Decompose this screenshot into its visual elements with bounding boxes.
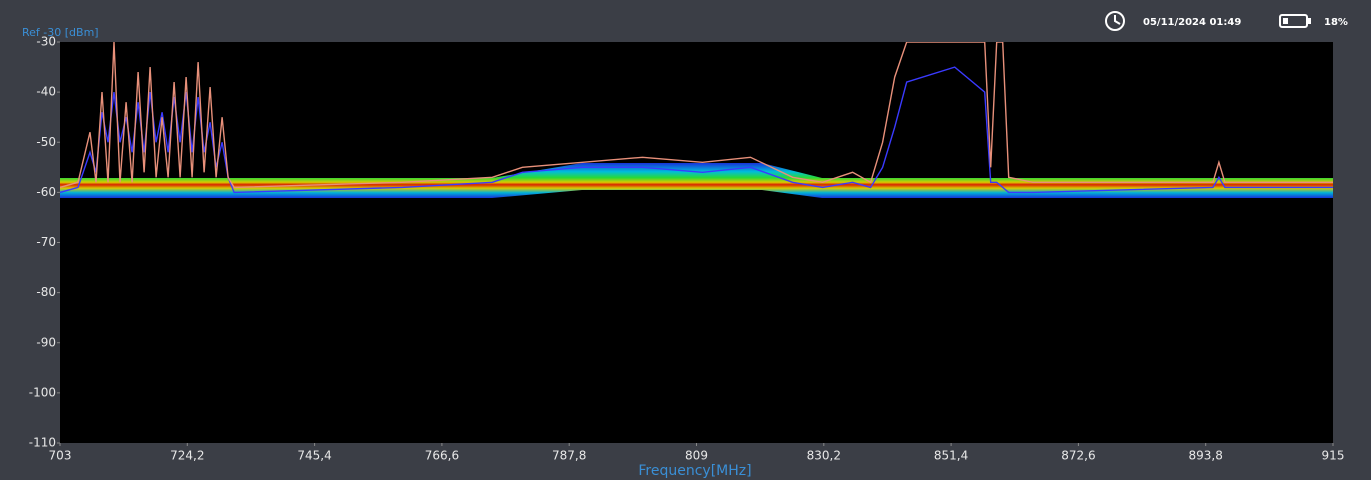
x-tick-label: 872,6 xyxy=(1061,449,1095,463)
y-tick-label: -50 xyxy=(36,135,56,149)
clock-hand xyxy=(1114,15,1121,25)
battery-level xyxy=(1283,18,1288,24)
x-tick-label: 703 xyxy=(49,449,72,463)
trace-line xyxy=(60,42,1333,189)
y-tick-label: -80 xyxy=(36,285,56,299)
traces xyxy=(60,42,1333,194)
y-tick-label: -110 xyxy=(29,436,56,450)
y-tick-label: -90 xyxy=(36,335,56,349)
x-tick-label: 915 xyxy=(1322,449,1345,463)
y-tick-label: -40 xyxy=(36,85,56,99)
x-tick-label: 809 xyxy=(685,449,708,463)
x-axis-title: Frequency[MHz] xyxy=(638,463,751,479)
y-tick-label: -60 xyxy=(36,185,56,199)
battery-tip xyxy=(1308,18,1311,24)
persistence-band xyxy=(60,163,1333,198)
x-tick-label: 787,8 xyxy=(552,449,586,463)
y-tick-label: -100 xyxy=(29,385,56,399)
battery-icon xyxy=(1279,14,1308,28)
clock-icon xyxy=(1105,11,1125,31)
x-tick-label: 724,2 xyxy=(170,449,204,463)
x-tick-label: 851,4 xyxy=(934,449,968,463)
x-tick-label: 766,6 xyxy=(425,449,459,463)
ref-label: Ref -30 [dBm] xyxy=(22,26,99,39)
x-tick-label: 830,2 xyxy=(807,449,841,463)
plot-area xyxy=(60,42,1333,443)
battery-text: 18% xyxy=(1324,17,1348,28)
x-tick-label: 745,4 xyxy=(297,449,331,463)
datetime: 05/11/2024 01:49 xyxy=(1143,17,1241,28)
y-tick-label: -70 xyxy=(36,235,56,249)
x-tick-label: 893,8 xyxy=(1189,449,1223,463)
y-tick-label: -30 xyxy=(36,35,56,49)
